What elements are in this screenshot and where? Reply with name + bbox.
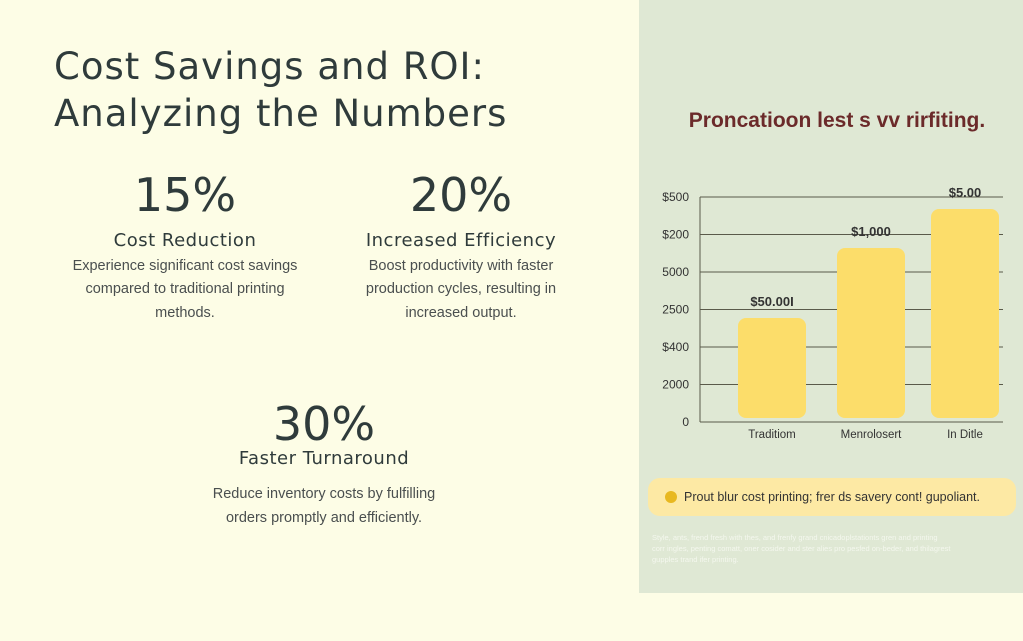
footnote: Style, ants, frend fresh with thes, and … [652, 533, 938, 542]
stat-value: 30% [272, 397, 376, 451]
stat-description: methods. [155, 305, 215, 321]
slide-title: Cost Savings and ROI: [54, 45, 485, 88]
y-tick-label: 0 [682, 415, 689, 429]
footnote: gupples trand ifer printing. [652, 555, 739, 564]
stat-description: compared to traditional printing [85, 281, 285, 297]
bar [738, 318, 806, 418]
stat-description: orders promptly and efficiently. [225, 510, 423, 526]
stat-description: Experience significant cost savings [72, 258, 298, 274]
stat-label: Increased Efficiency [365, 230, 557, 251]
stat-label: Faster Turnaround [238, 448, 410, 469]
y-tick-label: 2000 [662, 378, 689, 392]
note-icon [665, 491, 677, 503]
stat-label: Cost Reduction [113, 230, 257, 251]
bar [931, 209, 999, 418]
stat-description: production cycles, resulting in [365, 281, 557, 297]
note-box [648, 478, 1016, 516]
chart-panel: Proncatioon lest s vv rirfiting. $500 $200… [639, 0, 1023, 593]
footnote: corr ingles, penting comatt, oner coside… [652, 544, 951, 553]
y-tick-label: $400 [662, 340, 689, 354]
y-tick-label: 5000 [662, 265, 689, 279]
stat-value: 15% [133, 168, 237, 222]
chart-title: Proncatioon lest s vv rirfiting. [689, 109, 985, 132]
bar [837, 248, 905, 418]
stat-description: Reduce inventory costs by fulfilling [212, 486, 436, 502]
bar-label: $5.00 [949, 185, 982, 200]
note-text: Prout blur cost printing; frer ds savery… [684, 490, 980, 504]
x-tick-label: Traditiom [748, 429, 796, 441]
chart-image: Proncatioon lest s vv rirfiting. $500 $200… [648, 109, 1016, 564]
bar-label: $50.00I [750, 294, 793, 309]
stat-description: increased output. [405, 305, 517, 321]
y-tick-label: $500 [662, 190, 689, 204]
slide-title: Analyzing the Numbers [54, 92, 508, 135]
bar-label: $1,000 [851, 224, 891, 239]
x-tick-label: In Ditle [947, 429, 983, 441]
y-tick-label: 2500 [662, 303, 689, 317]
stat-description: Boost productivity with faster [368, 258, 554, 274]
y-tick-label: $200 [662, 228, 689, 242]
stat-value: 20% [409, 168, 513, 222]
x-tick-label: Menrolosert [841, 429, 903, 441]
